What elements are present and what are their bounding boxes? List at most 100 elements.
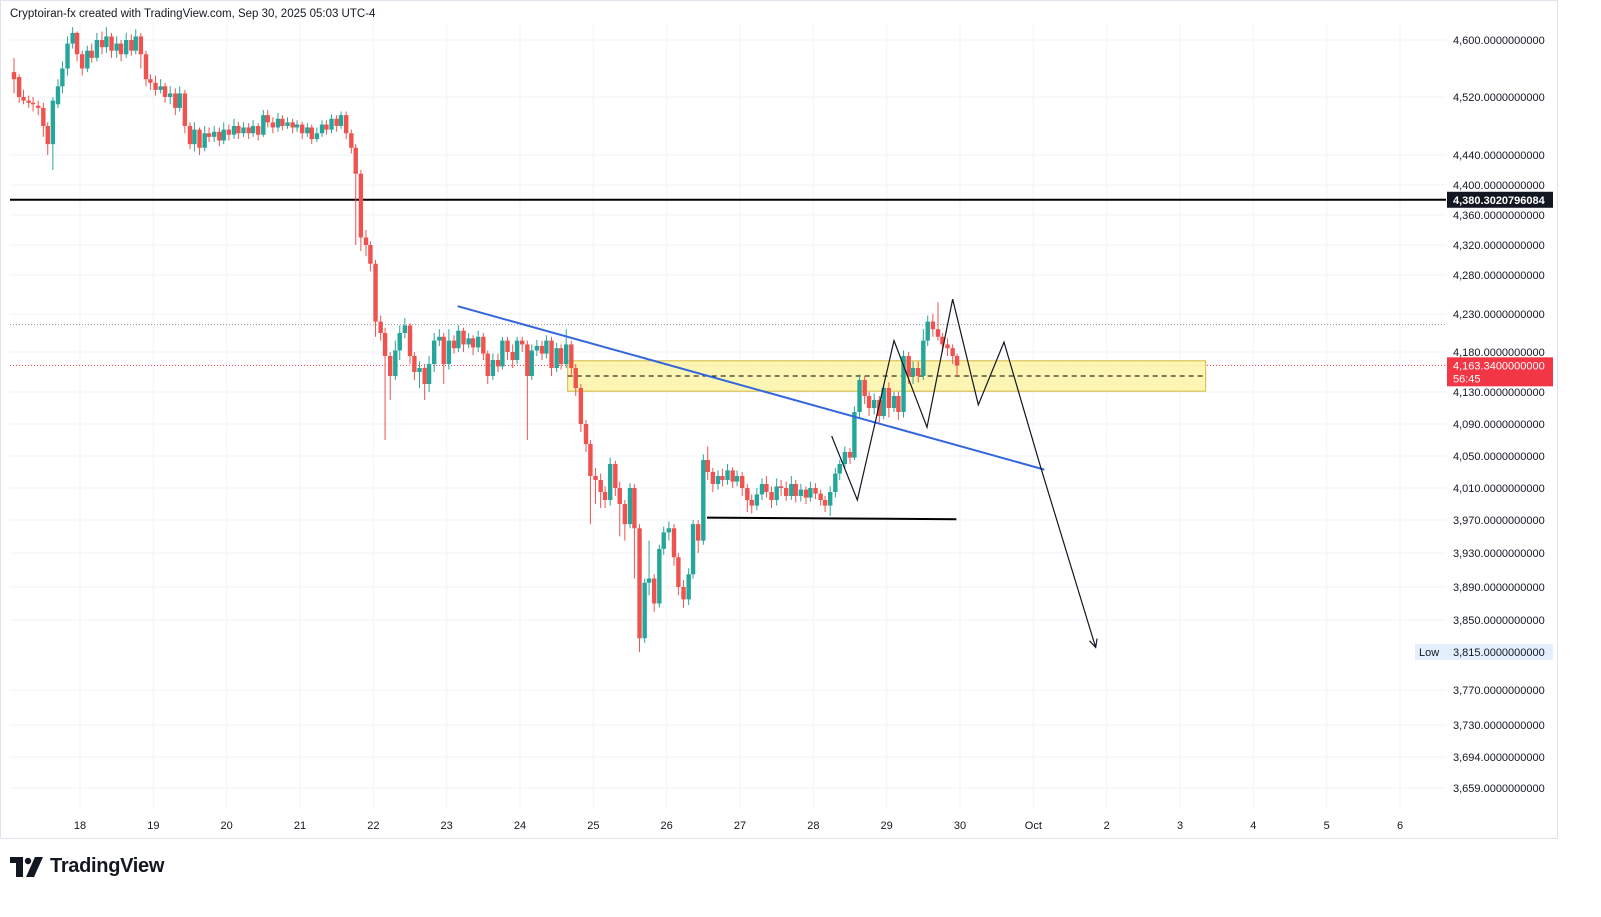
candle-up xyxy=(534,339,540,356)
candle-down xyxy=(652,574,657,612)
candle-body xyxy=(280,118,285,126)
candle-down xyxy=(681,580,686,608)
y-tick-label: 4,600.0000000000 xyxy=(1453,35,1545,47)
candle-down xyxy=(866,392,872,416)
candle-down xyxy=(583,420,589,452)
header-title: Cryptoiran-fx created with TradingView.c… xyxy=(10,8,376,20)
candle-body xyxy=(30,102,36,105)
candle-down xyxy=(598,473,603,508)
candle-body xyxy=(798,489,804,496)
candle-down xyxy=(617,481,622,537)
candle-body xyxy=(578,388,584,424)
candle-body xyxy=(925,321,930,341)
candle-down xyxy=(573,364,578,396)
candle-body xyxy=(833,473,838,492)
candle-body xyxy=(344,115,349,134)
x-tick-label: 24 xyxy=(514,820,526,832)
candle-body xyxy=(564,344,569,364)
x-tick-label: 20 xyxy=(221,820,233,832)
candle-down xyxy=(505,336,510,360)
candle-body xyxy=(637,528,642,639)
candle-down xyxy=(778,480,784,496)
candle-body xyxy=(99,40,105,48)
candle-body xyxy=(300,124,305,134)
candle-body xyxy=(388,356,393,376)
y-tick-label: 4,520.0000000000 xyxy=(1453,92,1545,104)
candle-down xyxy=(637,524,642,652)
candle-body xyxy=(803,489,809,498)
candle-body xyxy=(329,118,334,130)
candle-body xyxy=(769,492,774,500)
candle-body xyxy=(539,345,545,354)
candle-body xyxy=(466,338,471,345)
candle-down xyxy=(862,376,867,404)
candle-up xyxy=(725,464,730,485)
candle-up xyxy=(329,114,334,134)
candle-body xyxy=(734,476,740,482)
candle-up xyxy=(789,476,794,500)
candle-body xyxy=(520,340,525,345)
candle-down xyxy=(363,230,369,257)
candle-down xyxy=(182,89,188,134)
x-tick-label: 5 xyxy=(1324,820,1330,832)
candle-body xyxy=(114,43,119,51)
candle-up xyxy=(202,126,207,152)
support-line[interactable] xyxy=(706,516,957,521)
candle-body xyxy=(510,352,515,360)
candle-body xyxy=(808,488,813,498)
candle-down xyxy=(593,468,598,504)
candle-body xyxy=(104,36,109,48)
descending-trendline[interactable] xyxy=(457,305,1045,471)
projection-arrowhead xyxy=(1089,638,1098,649)
candle-down xyxy=(407,323,413,364)
candle-body xyxy=(256,126,261,135)
levels xyxy=(10,198,1446,366)
candle-body xyxy=(334,118,339,126)
candle-body xyxy=(187,126,193,145)
candle-up xyxy=(393,340,398,380)
candle-up xyxy=(426,356,432,392)
candle-body xyxy=(681,587,686,600)
resistance-price-label: 4,380.3020796084 xyxy=(1447,191,1553,208)
low-marker-bg xyxy=(1415,644,1553,660)
x-tick-label: 2 xyxy=(1104,820,1110,832)
candle-body xyxy=(373,263,378,322)
candle-down xyxy=(495,353,501,372)
candle-down xyxy=(30,97,36,112)
candle-up xyxy=(529,344,534,380)
x-tick-label: 19 xyxy=(147,820,159,832)
candle-body xyxy=(613,464,618,488)
candle-down xyxy=(41,102,46,137)
candle-body xyxy=(11,72,17,80)
candle-up xyxy=(642,578,647,643)
candle-body xyxy=(896,396,901,412)
projection-path[interactable] xyxy=(831,299,1097,648)
candle-body xyxy=(534,345,540,351)
tradingview-logo[interactable]: TradingView xyxy=(10,855,164,878)
candle-body xyxy=(891,396,897,408)
candle-body xyxy=(754,494,760,506)
y-axis[interactable]: 4,600.0000000000 4,520.0000000000 4,440.00… xyxy=(1453,35,1545,795)
candle-body xyxy=(749,500,754,506)
candle-down xyxy=(945,338,950,356)
candle-up xyxy=(690,520,696,579)
candle-body xyxy=(940,336,945,345)
candle-body xyxy=(182,93,188,126)
candle-down xyxy=(388,352,393,400)
y-tick-label: 3,850.0000000000 xyxy=(1453,615,1545,627)
candle-down xyxy=(118,40,124,62)
x-axis[interactable]: 18 19 20 21 22 23 24 25 26 27 28 29 30 Oct 2 3 4 5 6 xyxy=(74,820,1403,832)
candle-body xyxy=(461,330,466,345)
candle-down xyxy=(764,476,769,498)
candle-body xyxy=(652,578,657,604)
candle-down xyxy=(309,124,314,145)
candle-body xyxy=(715,476,721,484)
candle-body xyxy=(793,484,798,496)
candle-body xyxy=(720,476,725,480)
candle-up xyxy=(701,454,706,545)
candle-body xyxy=(818,493,823,500)
candle-up xyxy=(294,120,300,132)
candle-down xyxy=(935,302,941,341)
